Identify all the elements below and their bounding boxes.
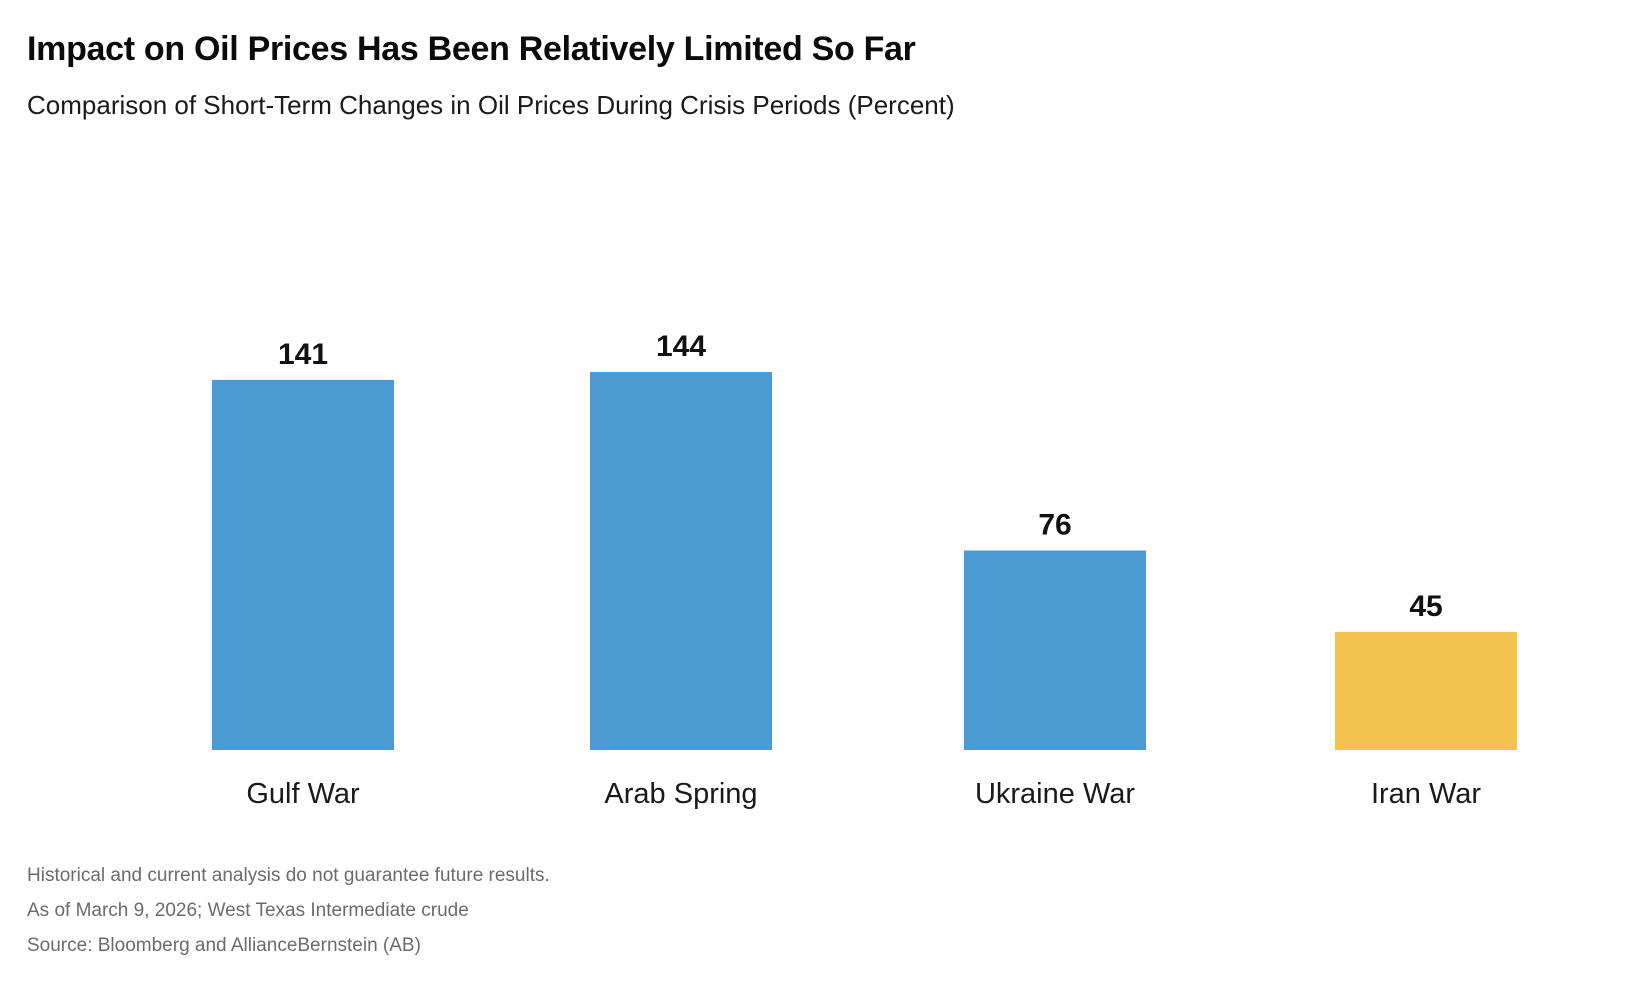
bar-iran-war [1335,631,1517,750]
disclaimer-note: Historical and current analysis do not g… [27,865,550,886]
chart-title: Impact on Oil Prices Has Been Relatively… [27,30,916,68]
as-of-note: As of March 9, 2026; West Texas Intermed… [27,900,469,921]
category-label: Iran War [1371,778,1481,810]
chart-subtitle: Comparison of Short-Term Changes in Oil … [27,90,955,120]
value-label: 141 [278,338,328,371]
value-label: 76 [1038,509,1071,542]
value-label: 45 [1409,590,1442,623]
bar-gulf-war [212,379,394,750]
category-label: Ukraine War [975,778,1135,810]
bar-arab-spring [590,372,772,750]
category-label: Arab Spring [604,778,757,810]
bar-ukraine-war [964,550,1146,750]
category-label: Gulf War [246,778,360,810]
bar-chart: 141 144 76 45 Gulf War Arab Spring Ukraine Wa… [212,330,1517,810]
footnotes: Historical and current analysis do not g… [27,858,550,963]
bars-group [212,372,1517,750]
source-note: Source: Bloomberg and AllianceBernstein … [27,935,421,956]
value-label: 144 [656,330,706,363]
category-labels-group: Gulf War Arab Spring Ukraine War Iran War [246,778,1481,810]
value-labels-group: 141 144 76 45 [278,330,1443,623]
